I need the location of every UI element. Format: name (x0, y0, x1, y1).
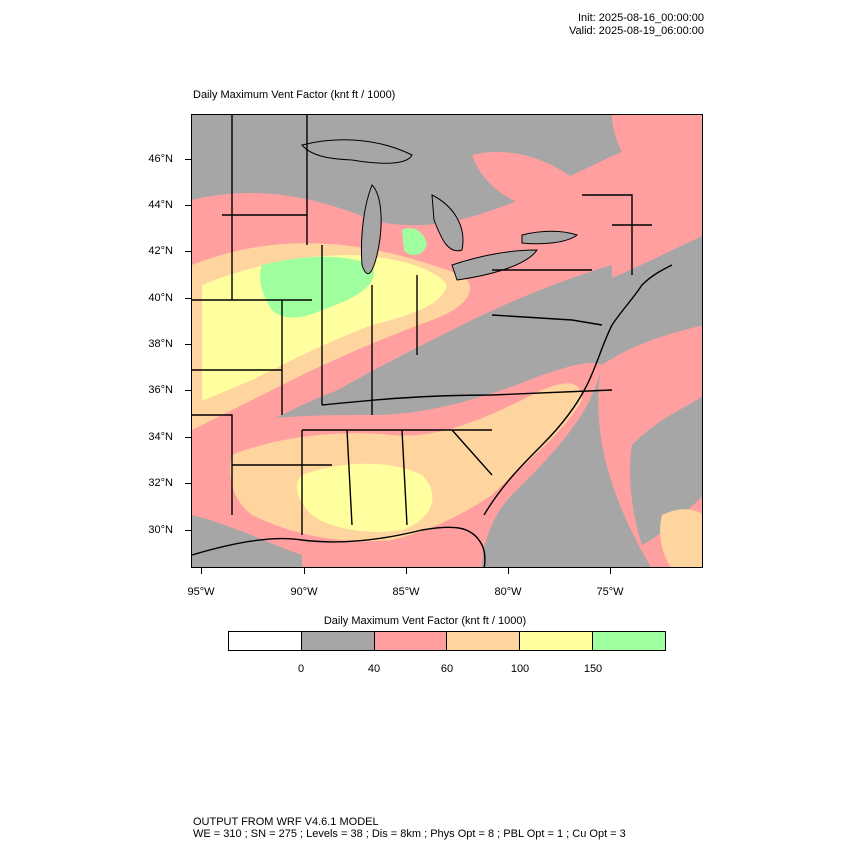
lat-label: 46°N (148, 153, 173, 165)
lake-erie (451, 249, 538, 281)
lon-label: 95°W (187, 586, 215, 598)
colorbar-box (520, 632, 594, 650)
lon-tick (610, 568, 611, 574)
lat-label: 30°N (148, 524, 173, 536)
colorbar-label: 150 (583, 663, 603, 675)
vent-factor-map (191, 114, 703, 568)
lat-tick (185, 390, 191, 391)
field-gray-atlantic (630, 396, 702, 545)
lon-tick (304, 568, 305, 574)
field-pink-canada (472, 151, 585, 212)
lake-michigan (361, 184, 382, 275)
lake-huron (431, 194, 464, 252)
field-orange-atlantic (660, 509, 702, 567)
lat-label: 40°N (148, 292, 173, 304)
field-green-michigan (402, 228, 427, 256)
colorbar-box (447, 632, 521, 650)
lake-ontario (521, 230, 579, 245)
colorbar-box (374, 632, 448, 650)
lon-label: 85°W (392, 586, 420, 598)
lat-label: 44°N (148, 199, 173, 211)
colorbar-label: 100 (510, 663, 530, 675)
footer-model: OUTPUT FROM WRF V4.6.1 MODEL (193, 816, 379, 828)
lat-tick (185, 530, 191, 531)
map-title: Daily Maximum Vent Factor (knt ft / 1000… (193, 89, 396, 101)
lat-label: 38°N (148, 338, 173, 350)
lon-tick (508, 568, 509, 574)
init-time: Init: 2025-08-16_00:00:00 (578, 12, 704, 24)
lat-tick (185, 251, 191, 252)
lat-label: 36°N (148, 384, 173, 396)
lat-tick (185, 437, 191, 438)
colorbar-label: 40 (367, 663, 381, 675)
state-boundaries (192, 115, 652, 535)
lat-tick (185, 483, 191, 484)
lat-label: 32°N (148, 477, 173, 489)
lon-label: 80°W (494, 586, 522, 598)
map-field (192, 115, 702, 567)
field-gray-gulf (192, 515, 302, 567)
colorbar-box (229, 632, 302, 650)
field-pink-ne (612, 115, 702, 198)
lake-superior (301, 139, 413, 164)
lon-tick (201, 568, 202, 574)
lat-label: 42°N (148, 245, 173, 257)
lon-label: 75°W (596, 586, 624, 598)
field-green-core (260, 256, 374, 318)
lat-tick (185, 344, 191, 345)
colorbar-label: 0 (297, 663, 305, 675)
lat-tick (185, 159, 191, 160)
colorbar-box (593, 632, 665, 650)
field-gray-band (312, 265, 612, 435)
colorbar-box (301, 632, 375, 650)
field-yellow-south (296, 463, 433, 532)
lat-tick (185, 298, 191, 299)
footer-config: WE = 310 ; SN = 275 ; Levels = 38 ; Dis … (193, 828, 626, 840)
lon-label: 90°W (290, 586, 318, 598)
lon-tick (406, 568, 407, 574)
colorbar-label: 60 (440, 663, 454, 675)
lat-label: 34°N (148, 431, 173, 443)
lat-tick (185, 205, 191, 206)
colorbar (228, 631, 666, 651)
valid-time: Valid: 2025-08-19_06:00:00 (569, 25, 704, 37)
colorbar-title: Daily Maximum Vent Factor (knt ft / 1000… (323, 615, 527, 627)
coastline (192, 264, 673, 567)
